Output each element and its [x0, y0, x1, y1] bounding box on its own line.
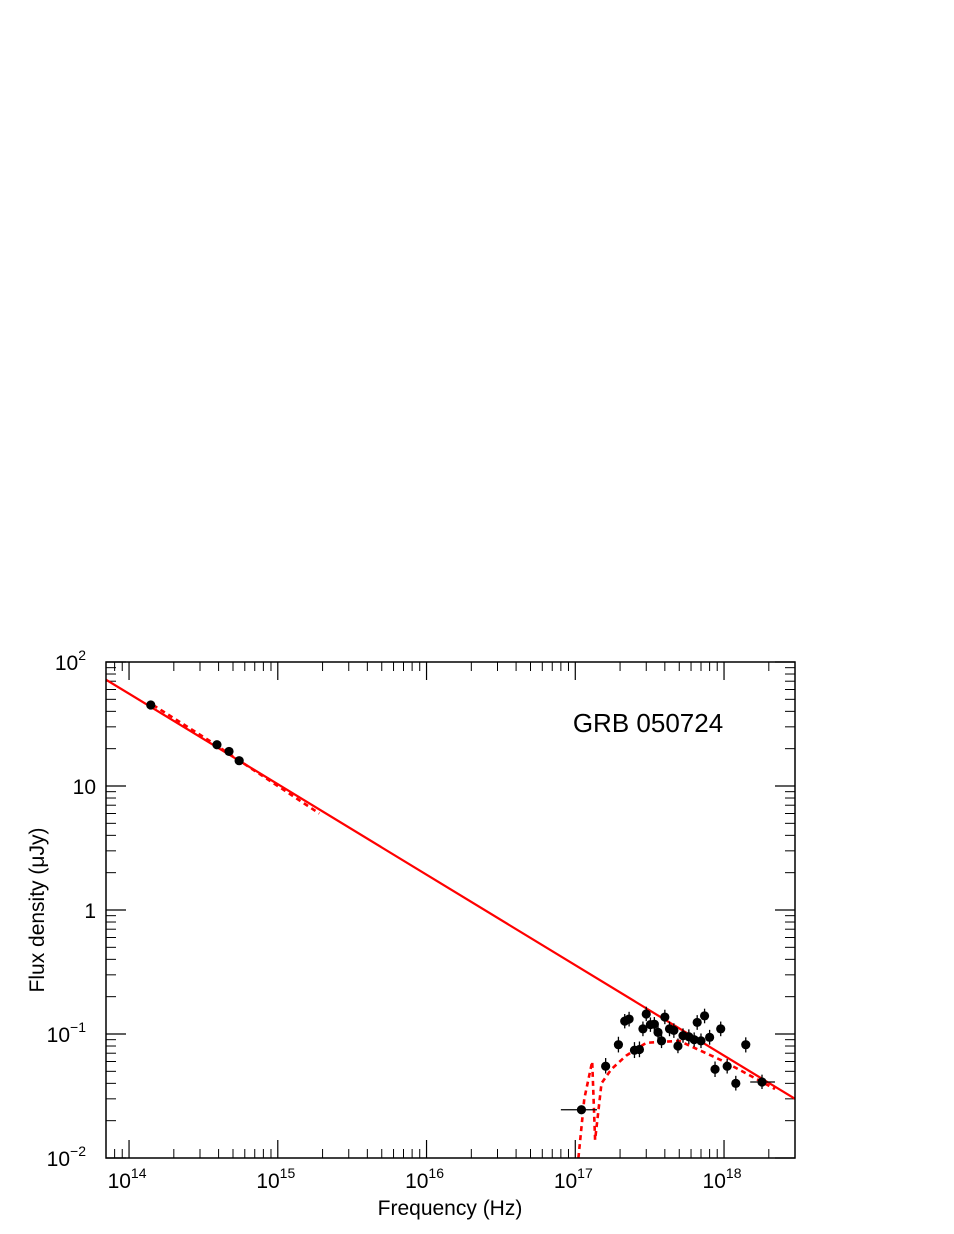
data-marker — [224, 746, 234, 757]
data-point — [641, 1006, 651, 1022]
data-point — [660, 1009, 670, 1025]
model-dashed-optical-curve — [152, 703, 321, 815]
data-marker — [692, 1017, 702, 1028]
data-point — [638, 1021, 648, 1037]
x-tick-label: 1017 — [554, 1165, 593, 1193]
data-point — [146, 700, 156, 710]
data-point — [741, 1037, 751, 1053]
data-point — [649, 1017, 659, 1032]
data-marker — [699, 1011, 710, 1021]
data-point — [634, 1041, 645, 1058]
data-point — [624, 1011, 634, 1027]
data-point — [705, 1029, 715, 1045]
y-tick-label: 102 — [55, 647, 86, 675]
data-point — [750, 1074, 775, 1090]
data-points — [146, 700, 775, 1115]
data-marker — [710, 1064, 720, 1074]
x-tick-label: 1014 — [108, 1165, 147, 1193]
data-marker — [673, 1041, 683, 1051]
data-point — [731, 1075, 741, 1091]
data-marker — [638, 1024, 648, 1034]
data-marker — [234, 756, 244, 766]
data-point — [212, 740, 222, 750]
data-point — [224, 746, 234, 757]
x-tick-label: 1018 — [703, 1165, 742, 1193]
minor-ticks — [105, 662, 796, 1158]
data-point — [699, 1008, 710, 1024]
data-point — [689, 1032, 699, 1047]
data-marker — [757, 1077, 767, 1087]
data-marker — [641, 1009, 651, 1019]
y-axis-title: Flux density (μJy) — [26, 828, 49, 993]
model-curves — [106, 678, 795, 1158]
data-marker — [731, 1078, 741, 1088]
data-marker — [601, 1061, 611, 1071]
y-tick-label: 10 — [73, 776, 96, 799]
data-marker — [649, 1019, 659, 1029]
data-point — [673, 1038, 683, 1054]
y-tick-label: 10−2 — [47, 1143, 87, 1171]
x-tick-label: 1016 — [405, 1165, 444, 1193]
x-tick-label: 1015 — [256, 1165, 295, 1193]
tick-labels: 1014 1015 1016 1017 1018 10−2 10−1 1 10 102 — [47, 647, 742, 1193]
y-tick-label: 1 — [84, 900, 96, 923]
data-point — [601, 1058, 611, 1074]
data-point — [234, 756, 244, 766]
data-marker — [634, 1044, 645, 1055]
data-point — [716, 1021, 726, 1037]
data-marker — [689, 1035, 699, 1045]
data-marker — [741, 1040, 751, 1050]
data-point — [613, 1036, 624, 1053]
data-marker — [696, 1036, 706, 1046]
y-tick-label: 10−1 — [47, 1019, 87, 1047]
data-marker — [613, 1040, 624, 1050]
data-marker — [705, 1032, 715, 1042]
chart-annotation: GRB 050724 — [573, 708, 723, 738]
data-marker — [716, 1024, 726, 1034]
data-marker — [669, 1025, 679, 1035]
data-marker — [722, 1061, 732, 1071]
data-marker — [212, 740, 222, 750]
data-marker — [624, 1014, 634, 1024]
data-point — [669, 1023, 679, 1038]
plot-frame — [105, 661, 796, 1159]
data-marker — [660, 1012, 670, 1022]
data-point — [710, 1061, 720, 1078]
data-point — [692, 1015, 702, 1030]
data-point — [696, 1033, 706, 1049]
data-marker — [653, 1027, 663, 1038]
data-marker — [576, 1105, 587, 1115]
data-marker — [146, 700, 156, 710]
data-point — [653, 1025, 663, 1040]
data-point — [722, 1058, 732, 1074]
data-point — [656, 1033, 667, 1049]
data-marker — [656, 1036, 667, 1046]
model-dashed-xray-curve — [577, 1039, 776, 1158]
data-point — [560, 1105, 598, 1115]
x-axis-title: Frequency (Hz) — [378, 1197, 523, 1220]
